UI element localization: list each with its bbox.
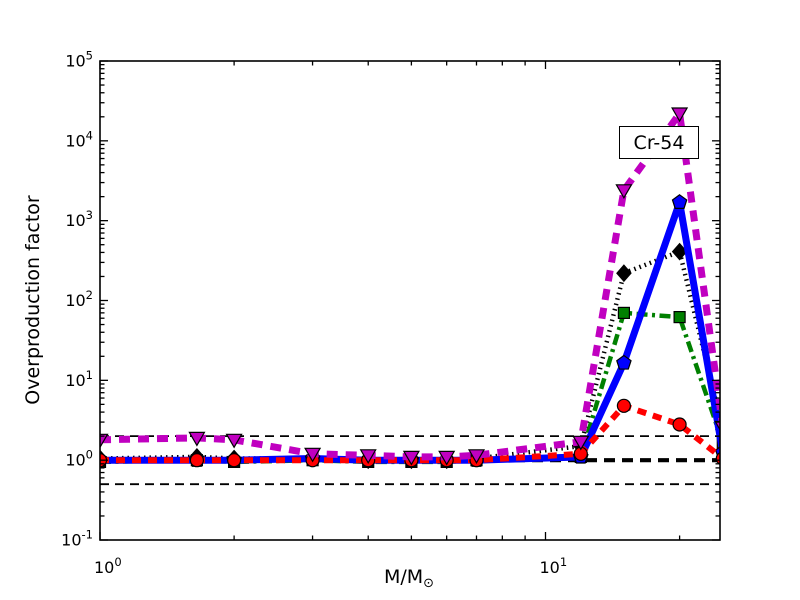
- x-tick-label-10e1: 101: [540, 555, 568, 577]
- series-magenta-dashed-triangles: [100, 104, 720, 466]
- y-tick-label-10e0: 100: [65, 448, 93, 470]
- axis-ticks: [99, 60, 720, 541]
- series-red-dashed-circles: [100, 398, 720, 468]
- triangle-down-marker: [671, 107, 689, 123]
- pentagon-marker: [671, 194, 688, 209]
- x-axis-title-main: M/M: [383, 566, 424, 588]
- triangle-down-marker: [225, 433, 243, 449]
- y-axis-title: Overproduction factor: [22, 195, 44, 405]
- triangle-down-marker: [100, 433, 109, 449]
- circle-marker: [672, 417, 687, 432]
- y-tick-label-10e1: 101: [65, 368, 93, 390]
- triangle-down-marker: [438, 450, 456, 466]
- isotope-annotation: Cr-54: [619, 126, 699, 159]
- y-tick-label-10e2: 102: [65, 288, 93, 310]
- series-blue-solid-pentagons: [100, 194, 720, 467]
- y-tick-label-10e-1: 10-1: [61, 528, 93, 550]
- y-tick-label-10e5: 105: [65, 49, 93, 71]
- x-tick-label-10e0: 100: [94, 555, 122, 577]
- series-black-dotted-diamonds: [100, 242, 720, 470]
- sun-symbol: ⊙: [423, 576, 435, 591]
- triangle-down-marker: [304, 447, 322, 463]
- pentagon-marker: [616, 354, 632, 370]
- circle-marker: [616, 398, 632, 413]
- y-tick-label-10e4: 104: [65, 128, 93, 150]
- triangle-down-marker: [714, 420, 720, 431]
- series-line-magenta-dashed-triangles: [100, 104, 720, 461]
- circle-marker: [189, 453, 204, 468]
- plot-area: [100, 104, 720, 486]
- triangle-down-marker: [467, 449, 486, 465]
- isotope-annotation-label: Cr-54: [633, 131, 685, 154]
- diamond-marker: [616, 264, 632, 283]
- triangle-down-marker: [615, 184, 633, 200]
- square-marker: [673, 311, 686, 324]
- circle-marker: [227, 453, 242, 468]
- square-marker: [617, 306, 631, 319]
- y-tick-label-10e3: 103: [65, 208, 93, 230]
- x-axis-title: M/M⊙: [384, 566, 434, 591]
- triangle-down-marker: [188, 431, 206, 447]
- triangle-down-marker: [572, 435, 590, 451]
- series-line-blue-solid-pentagons: [100, 201, 720, 464]
- circle-marker: [715, 451, 720, 466]
- triangle-down-marker: [402, 450, 420, 466]
- triangle-down-marker: [359, 449, 377, 465]
